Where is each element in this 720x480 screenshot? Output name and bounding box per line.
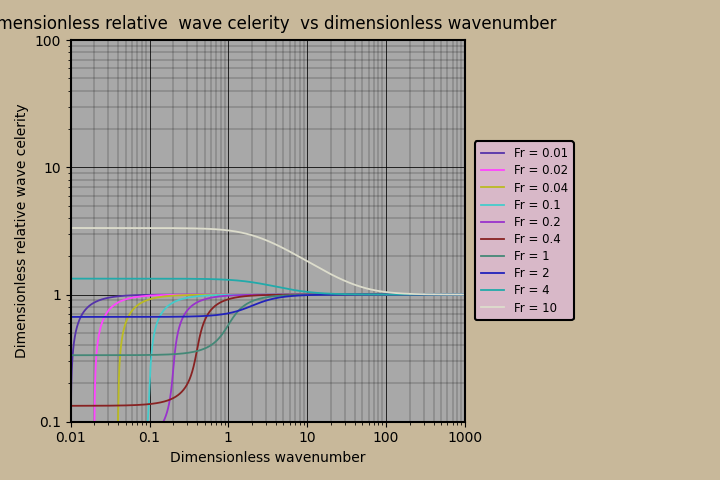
Y-axis label: Dimensionless relative wave celerity: Dimensionless relative wave celerity — [15, 104, 29, 358]
Legend: Fr = 0.01, Fr = 0.02, Fr = 0.04, Fr = 0.1, Fr = 0.2, Fr = 0.4, Fr = 1, Fr = 2, F: Fr = 0.01, Fr = 0.02, Fr = 0.04, Fr = 0.… — [474, 142, 574, 321]
X-axis label: Dimensionless wavenumber: Dimensionless wavenumber — [170, 451, 366, 465]
Title: Dimensionless relative  wave celerity  vs dimensionless wavenumber: Dimensionless relative wave celerity vs … — [0, 15, 557, 33]
